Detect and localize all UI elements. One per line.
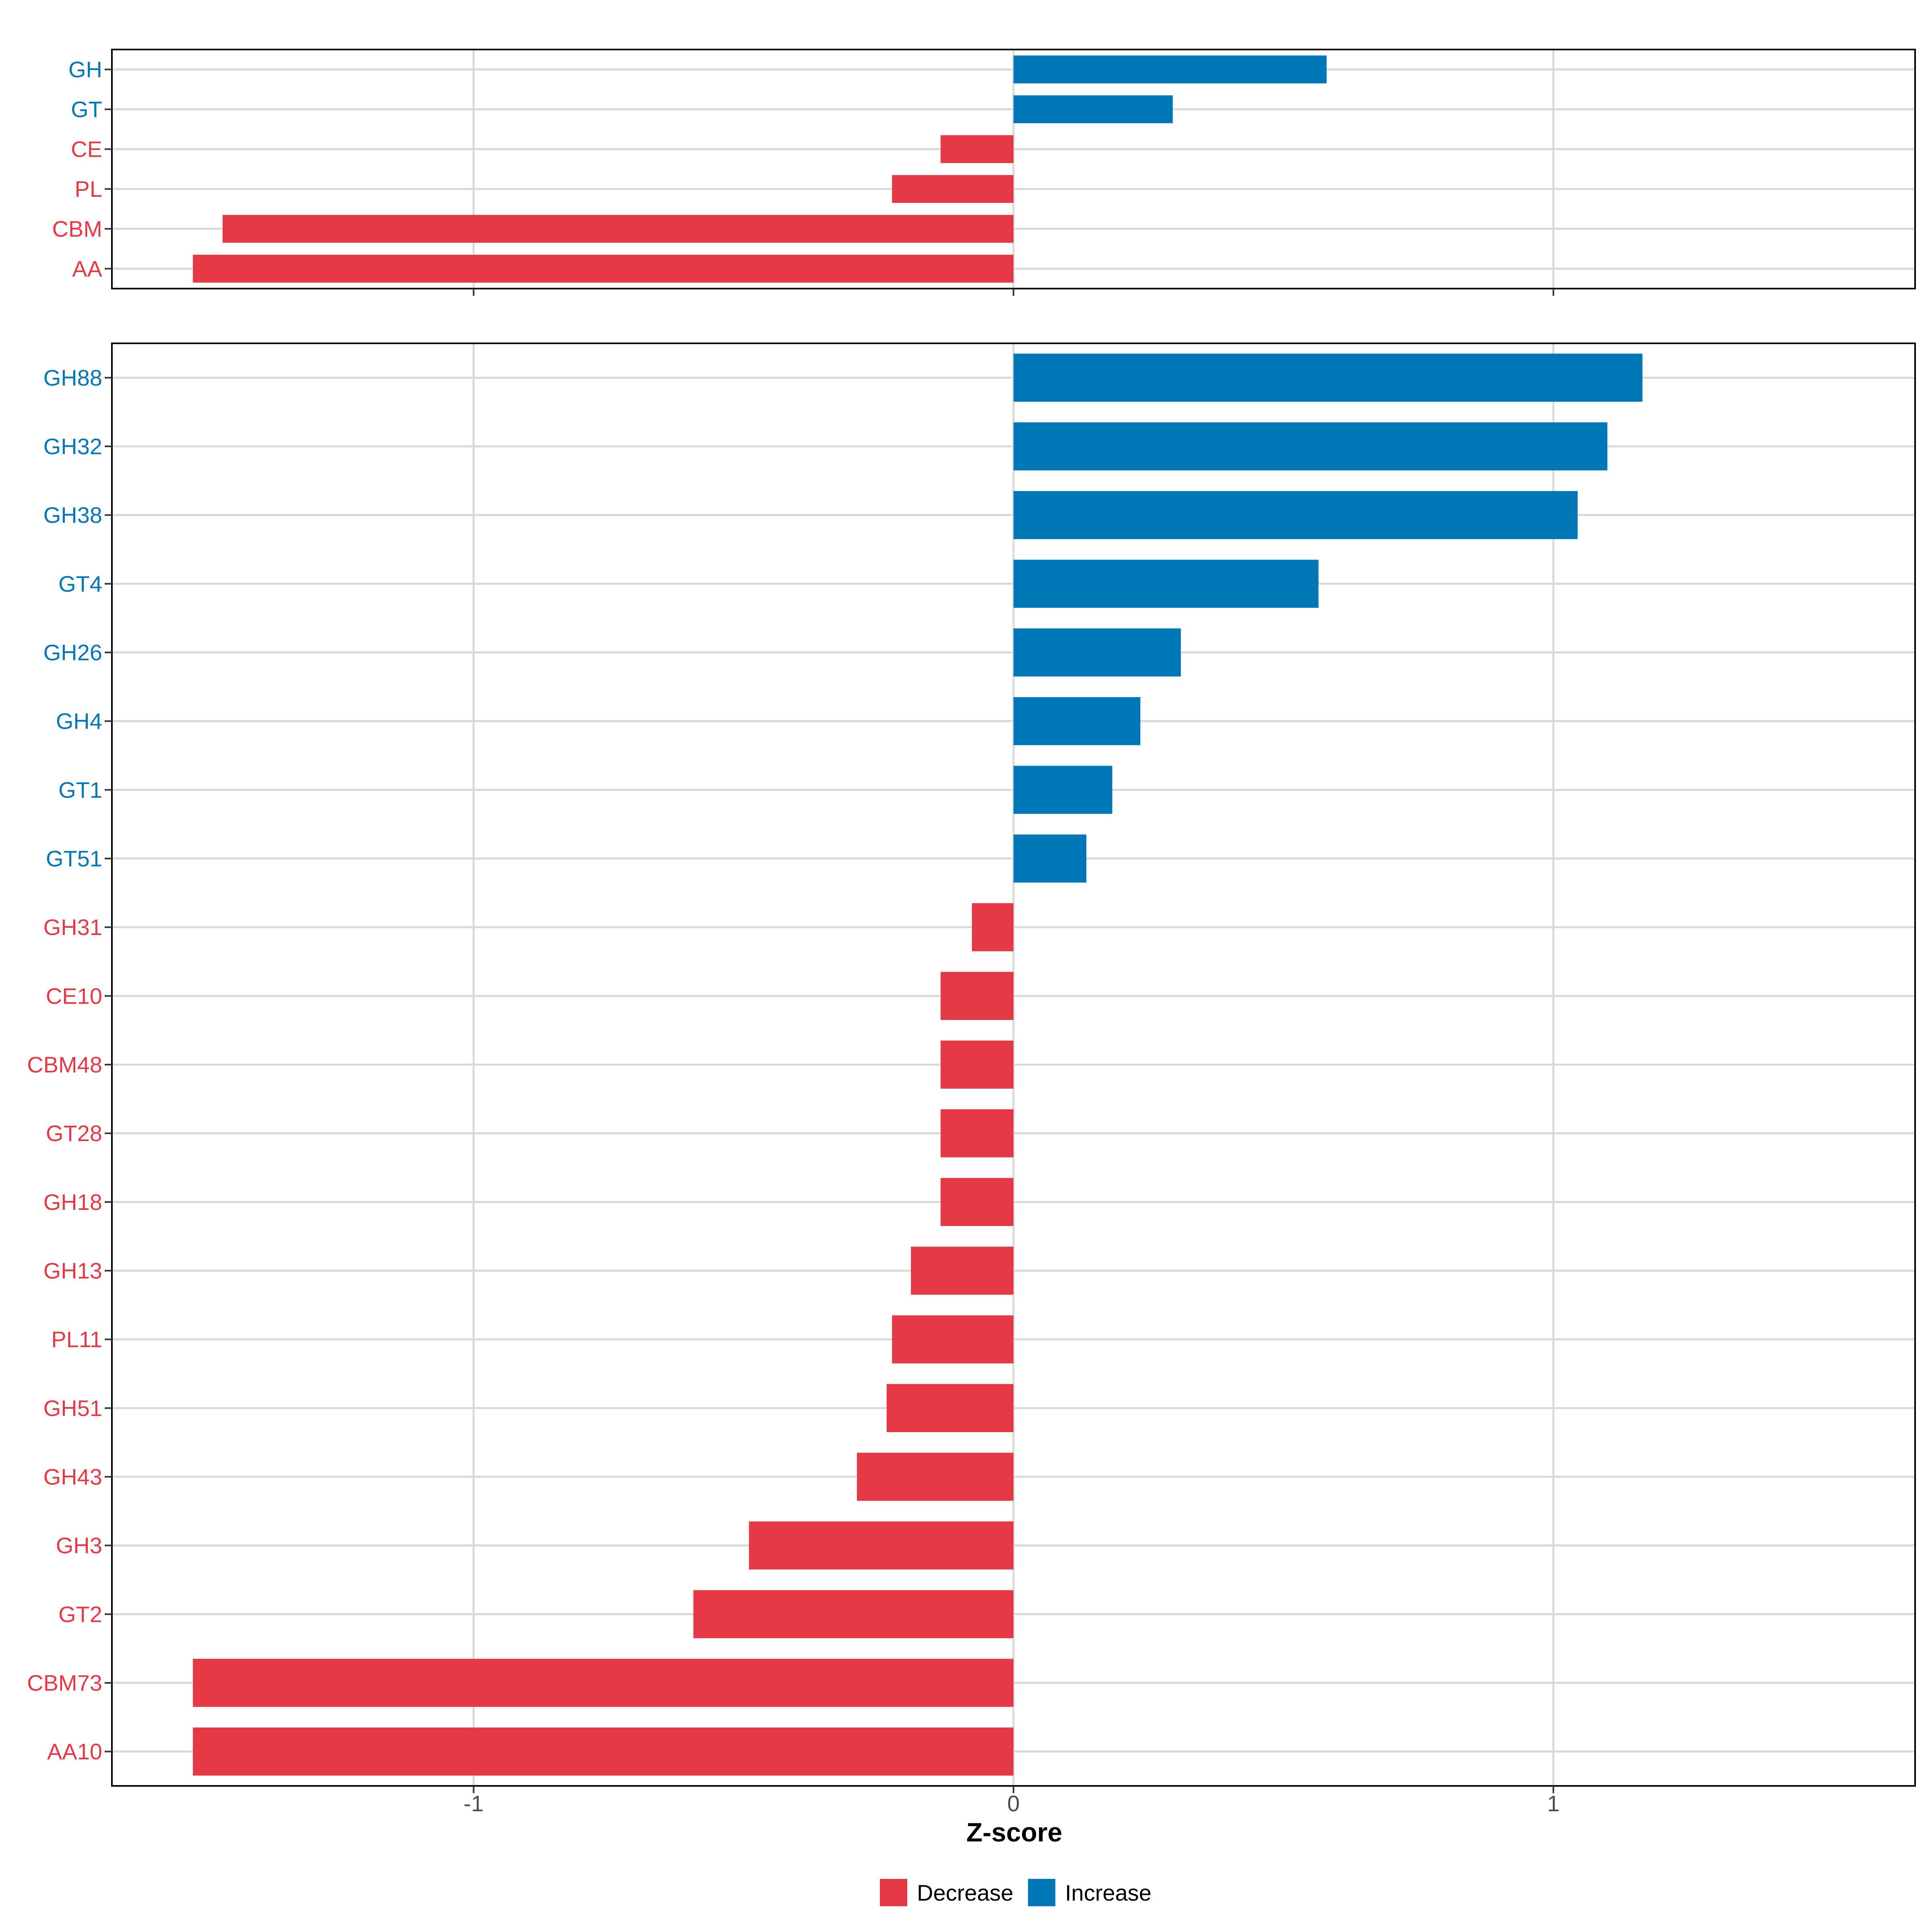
- y-tick-label-gt: GT: [71, 97, 102, 122]
- bar-pl: [892, 175, 1013, 203]
- bar-ce10: [940, 972, 1013, 1020]
- bar-gt28: [940, 1109, 1013, 1158]
- y-tick-label-aa10: AA10: [47, 1739, 102, 1764]
- y-tick-label-gh26: GH26: [43, 640, 102, 665]
- bar-gh38: [1013, 491, 1578, 539]
- bar-gh26: [1013, 628, 1181, 677]
- bar-gh4: [1013, 697, 1141, 745]
- y-tick-label-gt2: GT2: [58, 1602, 102, 1627]
- legend: Decrease Increase: [880, 1879, 1152, 1906]
- y-tick-label-gh43: GH43: [43, 1464, 102, 1490]
- bar-gh13: [911, 1247, 1013, 1295]
- y-tick-label-gt4: GT4: [58, 571, 102, 597]
- y-tick-label-pl: PL: [75, 176, 103, 202]
- y-tick-label-gh32: GH32: [43, 434, 102, 459]
- bar-gt2: [693, 1590, 1013, 1639]
- bar-gh32: [1013, 422, 1608, 471]
- y-tick-label-gt1: GT1: [58, 777, 102, 803]
- bottom-panel: GH88 GH32 GH38 GT4 GH26 GH4 GT1 GT51 GH31 CE10 CBM…: [27, 343, 1916, 1793]
- x-tick-label: 0: [1007, 1791, 1020, 1816]
- bar-gt: [1013, 95, 1173, 124]
- legend-label-decrease: Decrease: [917, 1880, 1013, 1905]
- x-tick-label: 1: [1547, 1791, 1560, 1816]
- bar-gt51: [1013, 834, 1087, 883]
- y-tick-label-gh18: GH18: [43, 1189, 102, 1215]
- top-panel: GH GT CE PL CBM AA: [52, 49, 1916, 296]
- y-tick-label-cbm48: CBM48: [27, 1052, 102, 1077]
- legend-swatch-decrease: [880, 1879, 907, 1906]
- bar-gh31: [972, 903, 1013, 952]
- y-tick-label-pl11: PL11: [51, 1327, 102, 1352]
- y-tick-label-cbm73: CBM73: [27, 1670, 102, 1696]
- x-axis-title: Z-score: [966, 1817, 1062, 1847]
- y-tick-label-ce: CE: [71, 136, 102, 162]
- bar-gt1: [1013, 766, 1113, 814]
- bar-ce: [940, 135, 1013, 163]
- bar-gh51: [886, 1384, 1013, 1432]
- bar-aa10: [193, 1727, 1013, 1776]
- bar-cbm73: [193, 1659, 1013, 1707]
- y-tick-label-gh51: GH51: [43, 1395, 102, 1421]
- y-tick-label-gt28: GT28: [46, 1121, 102, 1146]
- y-tick-label-gh38: GH38: [43, 502, 102, 528]
- bar-gh3: [749, 1521, 1013, 1570]
- bar-gh18: [940, 1178, 1013, 1226]
- y-tick-label-gt51: GT51: [46, 846, 102, 871]
- legend-swatch-increase: [1028, 1879, 1055, 1906]
- y-tick-label-gh88: GH88: [43, 365, 102, 390]
- bar-aa: [193, 254, 1013, 283]
- bar-cbm48: [940, 1040, 1013, 1089]
- bar-gh43: [857, 1453, 1013, 1501]
- y-tick-label-gh13: GH13: [43, 1258, 102, 1284]
- bar-pl11: [892, 1315, 1013, 1364]
- bar-cbm: [222, 215, 1014, 243]
- bar-gt4: [1013, 559, 1319, 608]
- y-tick-label-gh4: GH4: [56, 708, 102, 734]
- y-tick-label-cbm: CBM: [52, 216, 102, 242]
- x-tick-label: -1: [464, 1791, 484, 1816]
- bar-gh: [1013, 55, 1327, 84]
- bar-gh88: [1013, 353, 1643, 402]
- x-axis: -1 0 1: [464, 1791, 1560, 1816]
- y-tick-label-gh: GH: [68, 57, 102, 82]
- y-tick-label-aa: AA: [72, 256, 102, 281]
- y-tick-label-gh3: GH3: [56, 1533, 102, 1558]
- y-tick-label-gh31: GH31: [43, 914, 102, 940]
- legend-label-increase: Increase: [1065, 1880, 1152, 1905]
- y-tick-label-ce10: CE10: [46, 983, 102, 1009]
